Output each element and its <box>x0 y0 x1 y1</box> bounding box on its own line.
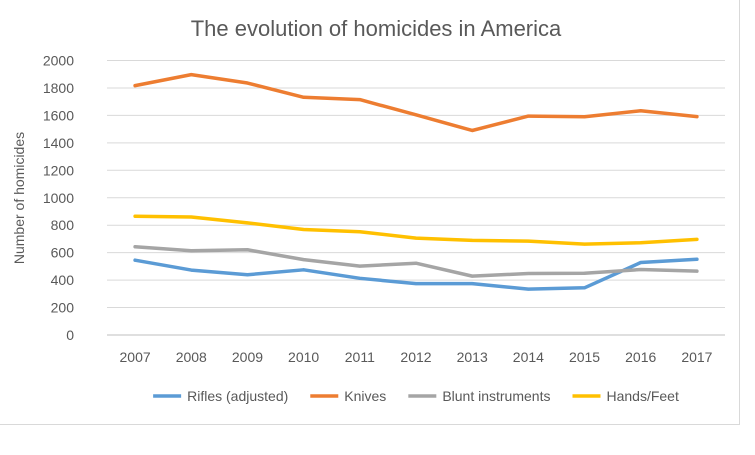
series-line-knives <box>133 72 699 133</box>
data-point <box>526 287 530 291</box>
data-point <box>189 215 193 219</box>
data-point <box>695 257 699 261</box>
data-point <box>583 286 587 290</box>
y-tick-label: 2000 <box>43 53 74 69</box>
y-tick-label: 0 <box>66 327 74 343</box>
y-tick-label: 200 <box>51 300 75 316</box>
data-point <box>245 273 249 277</box>
data-point <box>302 95 306 99</box>
x-tick-label: 2010 <box>288 349 319 365</box>
data-point <box>470 282 474 286</box>
data-point <box>302 258 306 262</box>
data-point <box>695 269 699 273</box>
data-point <box>358 230 362 234</box>
data-point <box>133 84 137 88</box>
x-tick-label: 2012 <box>400 349 431 365</box>
data-point <box>639 261 643 265</box>
y-tick-label: 1200 <box>43 162 74 178</box>
data-point <box>526 114 530 118</box>
data-point <box>245 248 249 252</box>
data-point <box>133 258 137 262</box>
x-tick-label: 2016 <box>625 349 656 365</box>
y-tick-label: 1800 <box>43 80 74 96</box>
data-point <box>470 238 474 242</box>
data-point <box>414 113 418 117</box>
data-point <box>695 237 699 241</box>
data-point <box>526 272 530 276</box>
y-tick-label: 1600 <box>43 107 74 123</box>
x-tick-label: 2013 <box>457 349 488 365</box>
y-axis-label: Number of homicides <box>11 132 27 264</box>
data-point <box>358 276 362 280</box>
data-point <box>414 282 418 286</box>
series-line-hands-feet <box>133 214 699 246</box>
data-point <box>639 241 643 245</box>
data-point <box>583 115 587 119</box>
data-point <box>189 73 193 77</box>
x-tick-label: 2011 <box>345 349 375 365</box>
data-point <box>245 81 249 85</box>
data-point <box>189 268 193 272</box>
gridlines <box>107 60 725 336</box>
data-point <box>189 249 193 253</box>
x-tick-label: 2007 <box>120 349 151 365</box>
data-point <box>583 271 587 275</box>
series-lines <box>133 72 699 291</box>
data-point <box>470 128 474 132</box>
data-point <box>639 268 643 272</box>
x-tick-label: 2008 <box>176 349 207 365</box>
data-point <box>414 236 418 240</box>
data-point <box>526 239 530 243</box>
data-point <box>245 221 249 225</box>
x-tick-label: 2014 <box>513 349 544 365</box>
y-axis-ticks: 0 200 400 600 800 1000 1200 1400 1600 1800 2000 <box>43 53 74 344</box>
data-point <box>358 264 362 268</box>
data-point <box>695 115 699 119</box>
data-point <box>414 261 418 265</box>
y-tick-label: 400 <box>51 272 75 288</box>
data-point <box>583 242 587 246</box>
legend-label: Hands/Feet <box>606 388 678 404</box>
data-point <box>358 98 362 102</box>
data-point <box>639 109 643 113</box>
x-tick-label: 2009 <box>232 349 263 365</box>
chart-frame <box>0 0 740 425</box>
x-tick-label: 2017 <box>681 349 712 365</box>
y-tick-label: 800 <box>51 217 75 233</box>
chart-title: The evolution of homicides in America <box>191 16 562 41</box>
legend-label: Knives <box>344 388 386 404</box>
data-point <box>133 214 137 218</box>
data-point <box>470 274 474 278</box>
data-point <box>302 227 306 231</box>
y-tick-label: 1000 <box>43 190 74 206</box>
data-point <box>133 245 137 249</box>
legend: Rifles (adjusted) Knives Blunt instruments… <box>153 388 679 404</box>
y-tick-label: 1400 <box>43 135 74 151</box>
legend-label: Blunt instruments <box>442 388 550 404</box>
x-axis-ticks: 2007 2008 2009 2010 2011 2012 2013 2014 2015 2016… <box>120 349 713 365</box>
x-tick-label: 2015 <box>569 349 600 365</box>
y-tick-label: 600 <box>51 245 75 261</box>
legend-label: Rifles (adjusted) <box>187 388 288 404</box>
data-point <box>302 268 306 272</box>
